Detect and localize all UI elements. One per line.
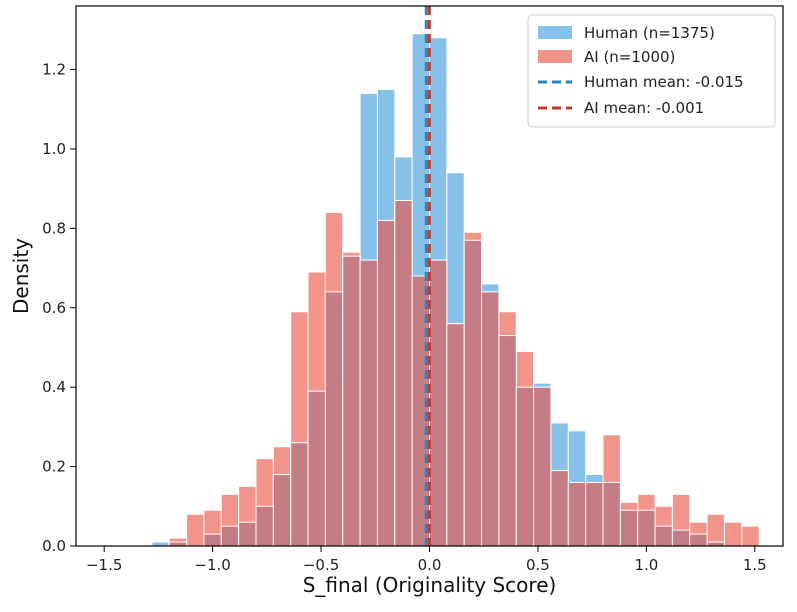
overlap-bar (255, 505, 274, 547)
legend-swatch-ai (538, 50, 572, 63)
overlap-bar (342, 255, 361, 547)
ai-bar (706, 513, 725, 547)
x-tick-label: −1.5 (86, 556, 122, 574)
ai-bar (186, 513, 205, 547)
x-tick-label: 0.5 (526, 556, 550, 574)
overlap-bar (446, 323, 465, 547)
overlap-bar (533, 386, 552, 547)
y-axis-label: Density (9, 238, 33, 314)
legend-swatch-human (538, 26, 572, 39)
overlap-bar (637, 509, 656, 547)
overlap-bar (238, 521, 257, 547)
x-tick-label: 0.0 (418, 556, 442, 574)
x-tick-label: 1.5 (743, 556, 767, 574)
overlap-bar (671, 529, 691, 547)
x-tick-label: 1.0 (634, 556, 658, 574)
overlap-bar (376, 219, 396, 547)
y-tick-label: 0.8 (42, 219, 66, 237)
overlap-bar (429, 259, 448, 547)
overlap-bar (394, 200, 413, 547)
y-tick-label: 1.2 (42, 61, 66, 79)
overlap-bar (220, 525, 240, 547)
overlap-bar (307, 390, 326, 547)
ai-bar (741, 525, 760, 547)
y-tick-label: 0.2 (42, 458, 66, 476)
y-tick-label: 0.0 (42, 537, 66, 555)
overlap-bar (689, 533, 708, 547)
legend-box (527, 14, 776, 128)
x-tick-label: −0.5 (303, 556, 339, 574)
overlap-bar (324, 291, 344, 547)
y-tick-label: 1.0 (42, 140, 66, 158)
ai-bar (723, 521, 743, 547)
x-axis-label: S_final (Originality Score) (303, 573, 557, 597)
legend-label-human-mean: Human mean: -0.015 (584, 73, 744, 91)
y-tick-label: 0.4 (42, 378, 66, 396)
overlap-bar (203, 533, 222, 547)
overlap-bar (550, 470, 569, 547)
overlap-bar (602, 481, 621, 547)
legend: Human (n=1375) AI (n=1000) Human mean: -… (527, 14, 776, 128)
overlap-bar (359, 259, 378, 547)
overlap-bar (515, 386, 535, 547)
x-axis-ticks: −1.5 −1.0 −0.5 0.0 0.5 1.0 1.5 (86, 546, 767, 574)
overlap-bar (585, 481, 604, 547)
y-axis-ticks: 0.0 0.2 0.4 0.6 0.8 1.0 1.2 (42, 61, 76, 555)
x-tick-label: −1.0 (194, 556, 230, 574)
mean-lines (424, 6, 431, 546)
overlap-bar (619, 509, 639, 547)
legend-label-ai-mean: AI mean: -0.001 (584, 99, 704, 117)
overlap-bar (498, 335, 517, 547)
overlap-bar (567, 481, 587, 547)
legend-label-human: Human (n=1375) (584, 24, 715, 42)
legend-label-ai: AI (n=1000) (584, 48, 675, 66)
overlap-bar (463, 239, 483, 547)
overlap-bar (290, 442, 309, 547)
overlap-bar (481, 291, 500, 547)
overlap-bar (654, 525, 673, 547)
overlap-bar (272, 474, 292, 547)
y-tick-label: 0.6 (42, 299, 66, 317)
